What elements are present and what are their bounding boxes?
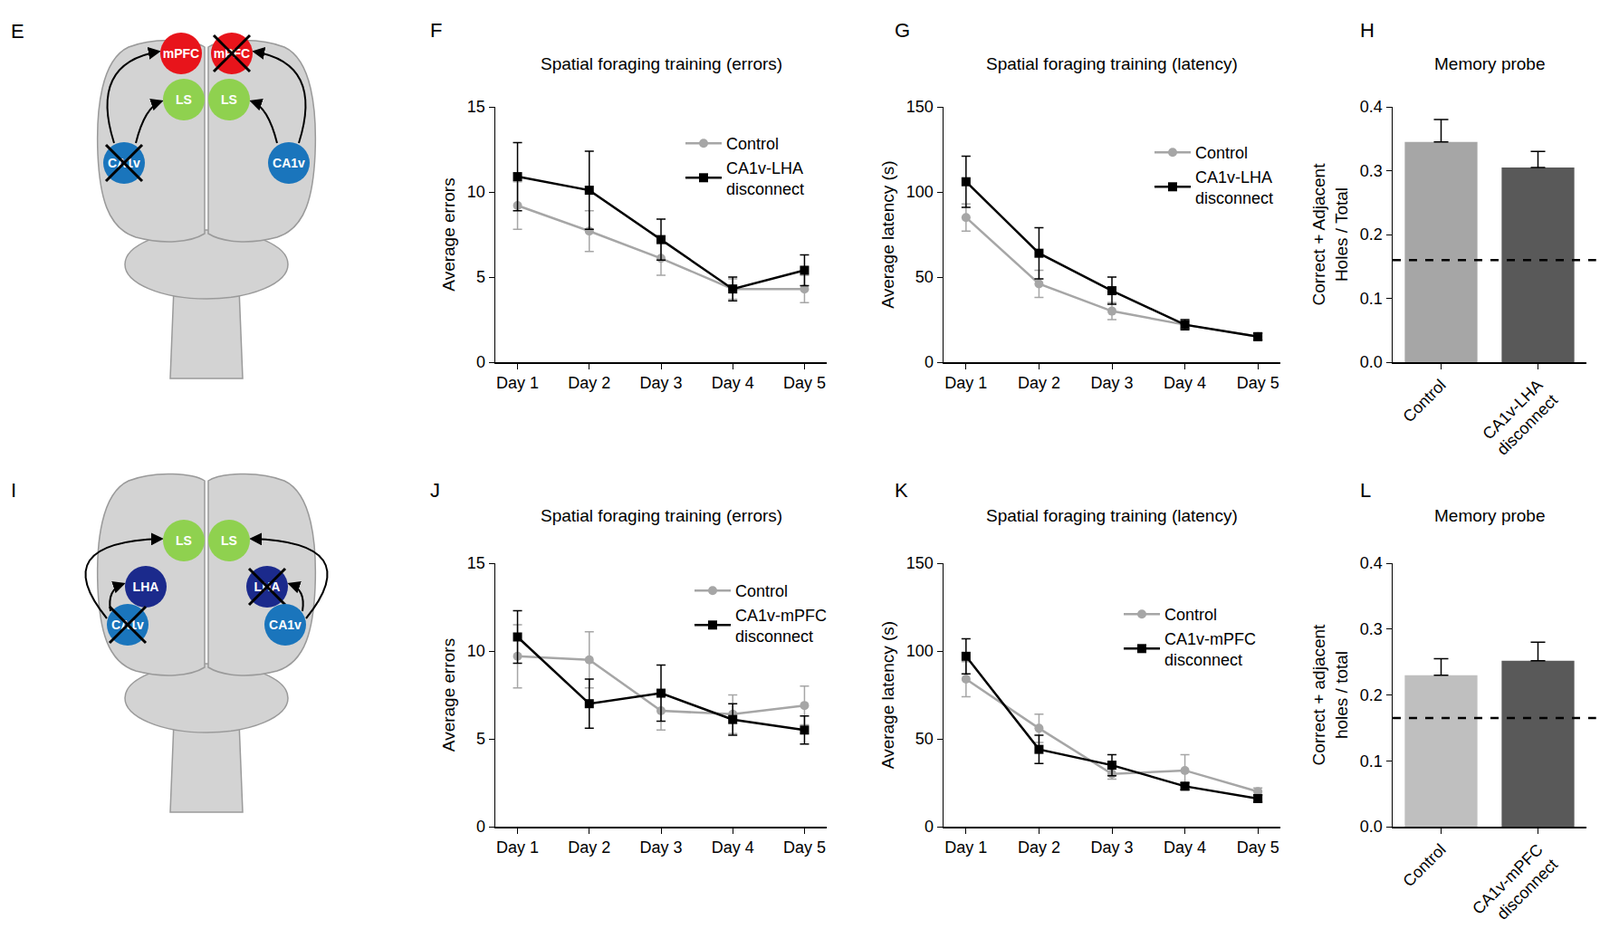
- svg-text:Day 3: Day 3: [639, 373, 682, 393]
- svg-text:Control: Control: [1399, 840, 1450, 891]
- svg-text:Day 5: Day 5: [783, 373, 826, 393]
- svg-text:Memory probe: Memory probe: [1434, 54, 1546, 74]
- svg-text:0.4: 0.4: [1360, 97, 1383, 116]
- svg-text:0.1: 0.1: [1360, 289, 1383, 308]
- svg-text:J: J: [430, 479, 441, 502]
- svg-text:LS: LS: [220, 92, 238, 107]
- svg-text:Day 4: Day 4: [1163, 373, 1207, 393]
- svg-text:Control: Control: [1195, 143, 1248, 163]
- svg-text:LHA: LHA: [133, 579, 160, 595]
- svg-text:E: E: [10, 19, 25, 43]
- svg-text:H: H: [1360, 19, 1375, 42]
- svg-text:CA1v-LHAdisconnect: CA1v-LHAdisconnect: [1195, 168, 1274, 208]
- svg-text:0: 0: [476, 353, 486, 372]
- svg-text:Day 4: Day 4: [711, 838, 755, 857]
- svg-text:Spatial foraging training (lat: Spatial foraging training (latency): [986, 506, 1238, 526]
- svg-text:Control: Control: [1399, 375, 1450, 426]
- svg-text:CA1v: CA1v: [111, 617, 144, 633]
- svg-text:Day 2: Day 2: [567, 838, 611, 857]
- svg-text:CA1v: CA1v: [107, 155, 141, 171]
- svg-text:0.2: 0.2: [1360, 686, 1383, 705]
- svg-text:Day 3: Day 3: [639, 838, 682, 857]
- svg-text:Average errors: Average errors: [439, 177, 459, 291]
- svg-text:10: 10: [467, 641, 486, 661]
- svg-text:10: 10: [467, 182, 486, 202]
- svg-text:CA1v: CA1v: [268, 617, 302, 633]
- svg-text:Day 2: Day 2: [1017, 838, 1061, 857]
- svg-text:K: K: [894, 479, 909, 502]
- svg-text:Day 3: Day 3: [1090, 373, 1133, 393]
- svg-text:Day 5: Day 5: [783, 838, 826, 857]
- svg-text:Day 5: Day 5: [1236, 373, 1280, 393]
- svg-text:Spatial foraging training (err: Spatial foraging training (errors): [540, 506, 783, 526]
- svg-text:0.3: 0.3: [1360, 620, 1383, 639]
- svg-text:CA1v-mPFCdisconnect: CA1v-mPFCdisconnect: [1468, 840, 1562, 933]
- svg-text:Memory probe: Memory probe: [1434, 506, 1546, 526]
- svg-text:LHA: LHA: [254, 579, 281, 595]
- svg-text:Correct + AdjacentHoles / Tota: Correct + AdjacentHoles / Total: [1309, 162, 1351, 307]
- svg-text:Day 5: Day 5: [1236, 838, 1280, 857]
- svg-text:Day 4: Day 4: [711, 373, 755, 393]
- svg-text:50: 50: [915, 268, 934, 287]
- svg-text:5: 5: [476, 268, 486, 287]
- svg-text:0.3: 0.3: [1360, 162, 1383, 181]
- svg-text:0.0: 0.0: [1360, 353, 1383, 372]
- svg-text:0.0: 0.0: [1360, 817, 1383, 836]
- svg-text:LS: LS: [220, 533, 238, 548]
- svg-text:0.4: 0.4: [1360, 554, 1383, 573]
- svg-text:Day 3: Day 3: [1090, 838, 1133, 857]
- svg-text:150: 150: [906, 554, 934, 573]
- svg-text:0.2: 0.2: [1360, 225, 1383, 244]
- svg-text:Average latency (s): Average latency (s): [878, 160, 898, 308]
- svg-text:CA1v-mPFCdisconnect: CA1v-mPFCdisconnect: [735, 606, 827, 646]
- svg-text:Control: Control: [1164, 605, 1217, 624]
- svg-text:0: 0: [924, 353, 934, 372]
- svg-text:50: 50: [915, 729, 934, 748]
- svg-text:CA1v: CA1v: [272, 155, 306, 171]
- svg-text:100: 100: [906, 641, 934, 661]
- svg-text:5: 5: [476, 729, 486, 748]
- svg-text:Correct + adjacentholes / tota: Correct + adjacentholes / total: [1309, 623, 1351, 766]
- svg-text:Day 1: Day 1: [496, 838, 539, 857]
- svg-text:Day 1: Day 1: [944, 373, 987, 393]
- svg-text:Spatial foraging training (err: Spatial foraging training (errors): [540, 54, 783, 74]
- svg-text:G: G: [894, 19, 911, 42]
- svg-text:CA1v-LHAdisconnect: CA1v-LHAdisconnect: [726, 159, 805, 199]
- svg-text:Average errors: Average errors: [439, 638, 459, 752]
- svg-text:Spatial foraging training (lat: Spatial foraging training (latency): [986, 54, 1238, 74]
- svg-text:150: 150: [906, 97, 934, 116]
- svg-text:100: 100: [906, 182, 934, 202]
- svg-text:LS: LS: [175, 533, 192, 548]
- svg-text:L: L: [1360, 479, 1371, 502]
- svg-text:0: 0: [476, 817, 486, 836]
- svg-text:Day 2: Day 2: [567, 373, 611, 393]
- svg-text:Control: Control: [726, 134, 779, 154]
- svg-text:15: 15: [467, 554, 486, 573]
- svg-text:0.1: 0.1: [1360, 752, 1383, 771]
- svg-text:Day 1: Day 1: [944, 838, 987, 857]
- svg-text:CA1v-mPFCdisconnect: CA1v-mPFCdisconnect: [1164, 630, 1256, 670]
- svg-text:LS: LS: [175, 92, 192, 107]
- svg-text:15: 15: [467, 97, 486, 116]
- svg-text:Average latency (s): Average latency (s): [878, 621, 898, 769]
- svg-text:mPFC: mPFC: [162, 46, 200, 61]
- svg-text:0: 0: [924, 817, 934, 836]
- svg-text:Day 1: Day 1: [496, 373, 539, 393]
- svg-text:Control: Control: [735, 582, 788, 601]
- svg-text:Day 4: Day 4: [1163, 838, 1207, 857]
- svg-text:CA1v-LHAdisconnect: CA1v-LHAdisconnect: [1478, 375, 1562, 460]
- svg-text:Day 2: Day 2: [1017, 373, 1061, 393]
- svg-text:F: F: [430, 19, 442, 42]
- svg-text:I: I: [10, 479, 17, 502]
- svg-text:mPFC: mPFC: [213, 46, 250, 61]
